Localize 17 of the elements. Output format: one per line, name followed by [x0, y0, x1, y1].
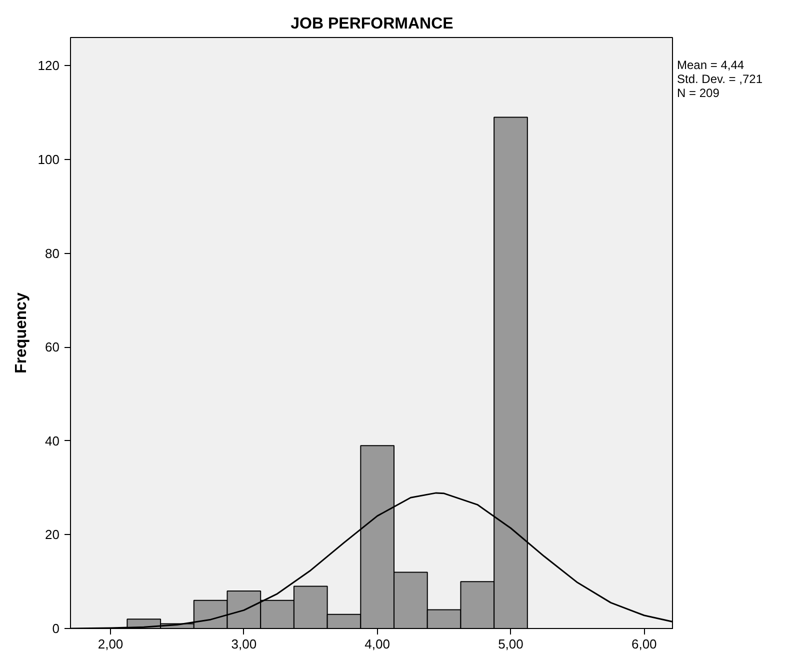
text: N = 209 [677, 86, 720, 100]
text: Mean = 4,44 [677, 58, 744, 72]
y-axis-title: Frequency [12, 292, 30, 374]
x-tick-label: 6,00 [632, 636, 657, 652]
y-tick-label: 100 [38, 152, 60, 167]
text: Std. Dev. = ,721 [677, 72, 762, 86]
chart-title: JOB PERFORMANCE [290, 16, 454, 32]
y-tick-label: 120 [38, 58, 60, 74]
x-tick-label: 3,00 [231, 636, 257, 652]
y-tick-label: 80 [45, 246, 60, 261]
y-tick-label: 20 [45, 527, 60, 542]
y-tick-label: 40 [45, 433, 60, 448]
x-tick-label: 4,00 [364, 636, 390, 652]
y-tick-label: 0 [52, 621, 60, 636]
x-tick-label: 2,00 [98, 636, 124, 652]
y-tick-label: 60 [45, 340, 60, 355]
x-tick-label: 5,00 [498, 636, 524, 652]
